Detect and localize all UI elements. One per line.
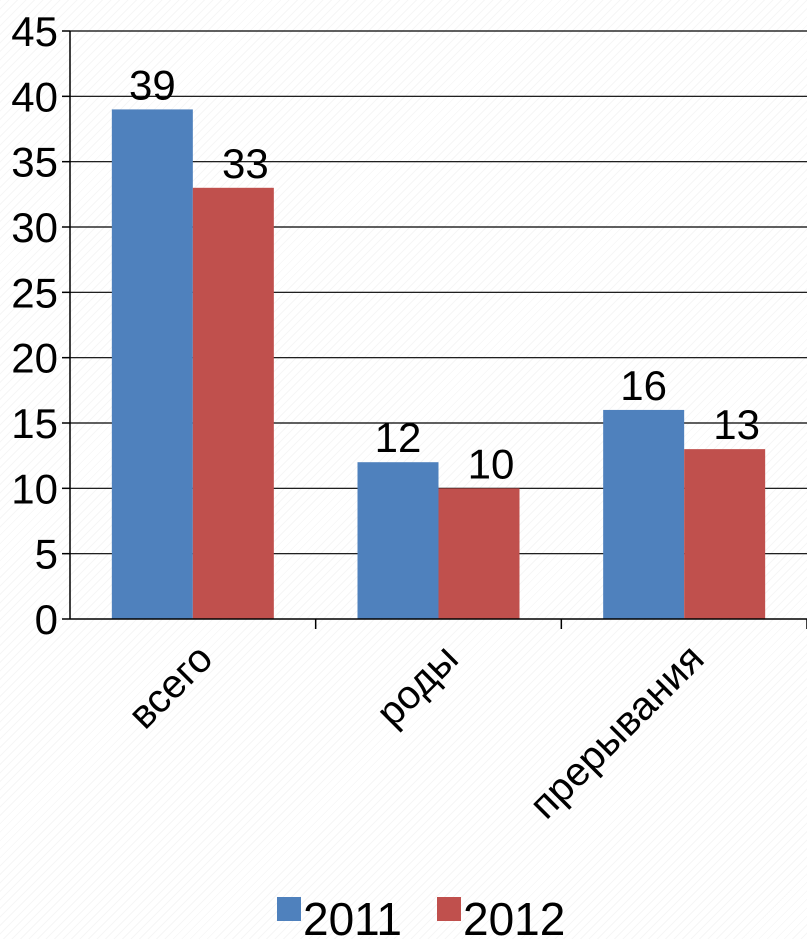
legend-swatch xyxy=(437,897,461,921)
data-label: 33 xyxy=(222,140,269,187)
bar xyxy=(684,449,766,619)
y-tick-label: 35 xyxy=(11,139,58,186)
data-label: 39 xyxy=(129,61,176,108)
data-label: 12 xyxy=(375,414,422,461)
y-tick-label: 0 xyxy=(35,596,58,643)
y-tick-label: 20 xyxy=(11,335,58,382)
axes xyxy=(62,30,807,629)
x-tick-label: всего xyxy=(120,636,221,737)
x-tick-label: прерывания xyxy=(521,636,712,827)
y-tick-label: 40 xyxy=(11,73,58,120)
legend-swatch xyxy=(277,897,301,921)
legend-label: 2012 xyxy=(463,893,565,939)
legend-label: 2011 xyxy=(303,893,402,939)
y-tick-label: 10 xyxy=(11,465,58,512)
y-tick-label: 25 xyxy=(11,269,58,316)
category-labels: всего роды прерывания xyxy=(120,636,712,827)
y-tick-label: 30 xyxy=(11,204,58,251)
bar xyxy=(438,488,520,619)
x-tick-label: роды xyxy=(368,636,467,735)
y-tick-label: 5 xyxy=(35,531,58,578)
data-labels: 39 33 12 10 16 13 xyxy=(129,61,760,487)
bar xyxy=(357,462,439,619)
legend: 2011 2012 xyxy=(277,893,565,939)
data-label: 16 xyxy=(620,362,667,409)
data-label: 13 xyxy=(713,401,760,448)
data-label: 10 xyxy=(468,440,515,487)
y-tick-label: 15 xyxy=(11,400,58,447)
y-axis-ticks: 0 5 10 15 20 25 30 35 40 45 xyxy=(11,8,58,643)
bars xyxy=(111,109,766,620)
bar xyxy=(192,187,274,620)
bar xyxy=(111,109,193,620)
bar xyxy=(603,409,685,619)
y-tick-label: 45 xyxy=(11,8,58,55)
